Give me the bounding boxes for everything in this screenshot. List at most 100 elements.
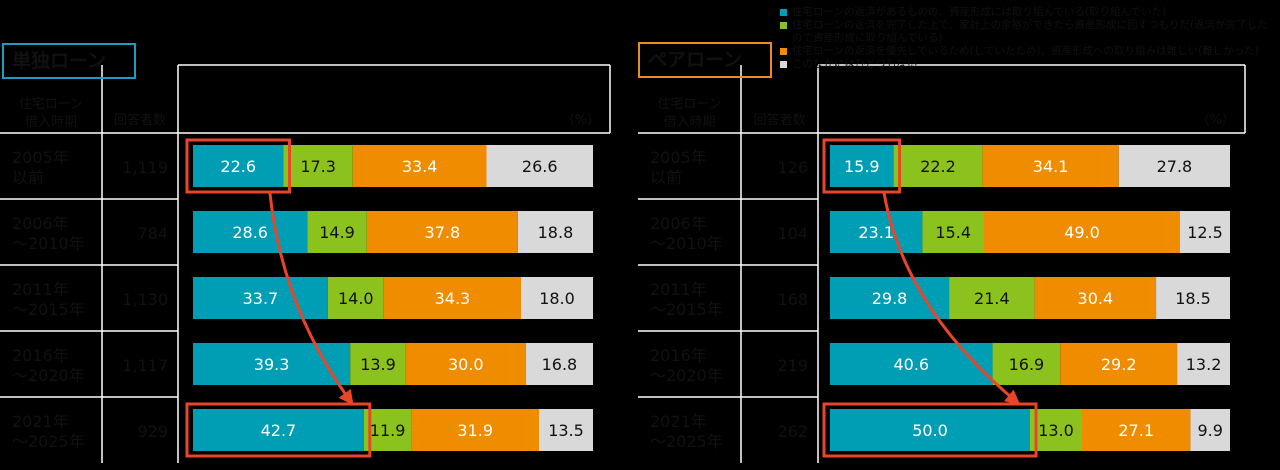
- panel2-category-label-4-line1: 2021年: [650, 412, 707, 431]
- panel1-bar-label-row2-seg3: 18.0: [539, 289, 575, 308]
- panel2-bar-row3-seg3: [1177, 343, 1230, 385]
- panel2-bar-row1-seg1: [922, 211, 984, 253]
- panel1-bar-row3-seg3: [525, 343, 593, 385]
- panel2-category-label-2-line2: ～2015年: [650, 300, 723, 319]
- panel1-bar-row3-seg1: [350, 343, 406, 385]
- panel2-bar-label-row3-seg0: 40.6: [893, 355, 929, 374]
- panel1-bar-label-row0-seg3: 26.6: [522, 157, 558, 176]
- panel1-bar-row1-seg3: [517, 211, 593, 253]
- panel1-bar-row3-seg2: [405, 343, 526, 385]
- panel1-bar-label-row3-seg3: 16.8: [542, 355, 578, 374]
- panel2-bar-label-row2-seg3: 18.5: [1175, 289, 1211, 308]
- panel2-category-label-0-line2: 以前: [650, 168, 682, 187]
- panel2-bar-row0-seg3: [1118, 145, 1230, 187]
- panel1-bar-label-row4-seg0: 42.7: [261, 421, 297, 440]
- panel1-bar-label-row0-seg0: 22.6: [220, 157, 256, 176]
- panel2-respondents-3: 219: [777, 356, 808, 375]
- panel1-bar-row1-seg1: [307, 211, 367, 253]
- panel1-bar-label-row4-seg1: 11.9: [370, 421, 406, 440]
- legend-swatch-1: [780, 9, 787, 16]
- panel1-bar-label-row3-seg1: 13.9: [360, 355, 396, 374]
- legend-item-4: このなかにはひとつもない: [780, 58, 1275, 71]
- panel2-highlight-box-start: [822, 138, 902, 194]
- panel1-bar-row2-seg3: [521, 277, 593, 319]
- legend-swatch-3: [780, 48, 787, 55]
- panel1-bar-label-row1-seg3: 18.8: [538, 223, 574, 242]
- panel2-highlight-box-end: [822, 402, 1038, 458]
- panel1-respondents-2: 1,130: [122, 290, 168, 309]
- panel2-bar-label-row0-seg0: 15.9: [844, 157, 880, 176]
- legend-label-2: 住宅ローンの返済を完了した上で、家計上の余裕ができたら資産形成に回すつもりだ(返…: [792, 19, 1268, 44]
- panel2-category-label-1-line1: 2006年: [650, 214, 707, 233]
- panel1-bar-label-row1-seg1: 14.9: [319, 223, 355, 242]
- panel1-bar-label-row3-seg0: 39.3: [254, 355, 290, 374]
- panel1-bar-row2-seg1: [327, 277, 384, 319]
- panel2-bar-label-row0-seg3: 27.8: [1157, 157, 1193, 176]
- panel2-category-label-2-line1: 2011年: [650, 280, 707, 299]
- panel1-bar-row0-seg0: [193, 145, 284, 187]
- panel2-bar-label-row1-seg0: 23.1: [858, 223, 894, 242]
- panel1-respondents-0: 1,119: [122, 158, 168, 177]
- legend-item-3: 住宅ローンの返済を優先しているため(していたため)、資産形成への取り組みは難しい…: [780, 45, 1275, 58]
- panel2-bar-label-row1-seg1: 15.4: [935, 223, 971, 242]
- panel2-bar-label-row0-seg2: 34.1: [1033, 157, 1069, 176]
- panel2-bar-row2-seg1: [949, 277, 1035, 319]
- panel1-respondents-4: 929: [137, 422, 168, 441]
- panel1-bar-row2-seg2: [383, 277, 521, 319]
- panel1-header-borrow-period-line2: 借入時期: [25, 115, 77, 130]
- legend-item-2: 住宅ローンの返済を完了した上で、家計上の余裕ができたら資産形成に回すつもりだ(返…: [780, 19, 1275, 45]
- panel2-header-respondents: 回答者数: [753, 112, 805, 128]
- legend-swatch-4: [780, 61, 787, 68]
- panel2-bar-label-row4-seg1: 13.0: [1038, 421, 1074, 440]
- panel1-category-label-1-line2: ～2010年: [12, 234, 85, 253]
- panel1-bar-row1-seg2: [366, 211, 518, 253]
- legend-label-3: 住宅ローンの返済を優先しているため(していたため)、資産形成への取り組みは難しい…: [792, 45, 1259, 57]
- panel2-bar-row2-seg3: [1156, 277, 1230, 319]
- panel1-category-label-0-line1: 2005年: [12, 148, 69, 167]
- panel1-bar-label-row1-seg2: 37.8: [425, 223, 461, 242]
- panel2-bar-label-row1-seg2: 49.0: [1064, 223, 1100, 242]
- panel-title-pair-loan: ペアローン: [638, 42, 772, 78]
- panel2-trend-arrow: [882, 192, 1021, 405]
- panel2-bar-row1-seg2: [984, 211, 1180, 253]
- panel1-category-label-2-line1: 2011年: [12, 280, 69, 299]
- panel1-bar-label-row4-seg3: 13.5: [548, 421, 584, 440]
- legend: 住宅ローンの返済があるものの、資産形成には取り組んでいる(取り組んでいた) 住宅…: [780, 6, 1275, 71]
- panel2-header-borrow-period-line2: 借入時期: [663, 115, 715, 130]
- panel1-category-label-3-line1: 2016年: [12, 346, 69, 365]
- panel1-bar-row0-seg3: [486, 145, 593, 187]
- panel1-category-label-4-line1: 2021年: [12, 412, 69, 431]
- legend-label-4: このなかにはひとつもない: [792, 58, 918, 70]
- panel1-bar-label-row2-seg1: 14.0: [338, 289, 374, 308]
- panel2-category-label-1-line2: ～2010年: [650, 234, 723, 253]
- panel1-bar-label-row0-seg2: 33.4: [402, 157, 438, 176]
- panel2-respondents-4: 262: [777, 422, 808, 441]
- panel2-bar-label-row4-seg2: 27.1: [1118, 421, 1154, 440]
- panel1-bar-row4-seg1: [363, 409, 412, 451]
- panel1-bar-label-row3-seg2: 30.0: [448, 355, 484, 374]
- panel1-bar-row1-seg0: [193, 211, 308, 253]
- panel1-category-label-2-line2: ～2015年: [12, 300, 85, 319]
- panel1-bar-label-row2-seg2: 34.3: [435, 289, 471, 308]
- panel2-respondents-1: 104: [777, 224, 808, 243]
- legend-item-1: 住宅ローンの返済があるものの、資産形成には取り組んでいる(取り組んでいた): [780, 6, 1275, 19]
- panel2-bar-row0-seg2: [982, 145, 1119, 187]
- panel1-bar-row0-seg2: [352, 145, 487, 187]
- panel1-bar-row4-seg0: [193, 409, 364, 451]
- panel2-respondents-0: 126: [777, 158, 808, 177]
- panel2-bar-label-row4-seg3: 9.9: [1197, 421, 1222, 440]
- panel1-respondents-1: 784: [137, 224, 168, 243]
- panel2-bar-row2-seg0: [830, 277, 950, 319]
- panel1-unit-label: （%）: [562, 113, 600, 128]
- panel2-bar-label-row3-seg2: 29.2: [1101, 355, 1137, 374]
- legend-label-1: 住宅ローンの返済があるものの、資産形成には取り組んでいる(取り組んでいた): [792, 6, 1167, 18]
- panel2-bar-label-row4-seg0: 50.0: [912, 421, 948, 440]
- panel2-bar-label-row2-seg2: 30.4: [1078, 289, 1114, 308]
- panel2-unit-label: （%）: [1197, 113, 1235, 128]
- panel2-bar-row4-seg2: [1082, 409, 1191, 451]
- panel1-bar-row2-seg0: [193, 277, 328, 319]
- panel2-category-label-0-line1: 2005年: [650, 148, 707, 167]
- panel2-bar-label-row0-seg1: 22.2: [920, 157, 956, 176]
- panel2-bar-label-row3-seg1: 16.9: [1009, 355, 1045, 374]
- panel2-category-label-3-line1: 2016年: [650, 346, 707, 365]
